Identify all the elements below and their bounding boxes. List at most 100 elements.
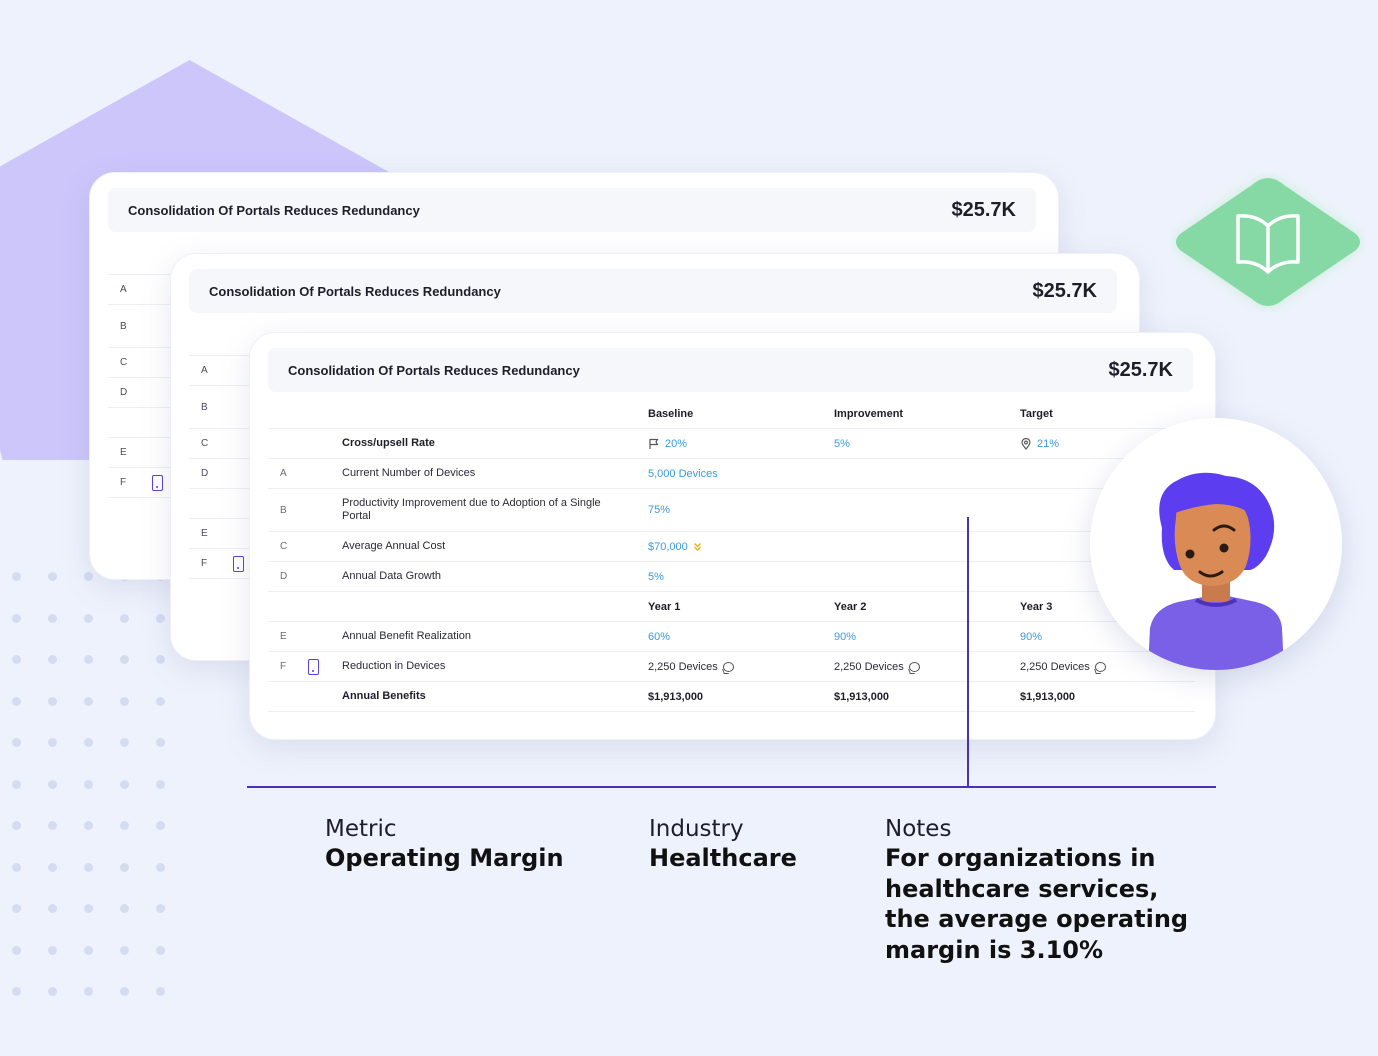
column-header-year-1: Year 1	[648, 600, 681, 613]
column-header-improvement: Improvement	[834, 407, 904, 420]
decor-dot	[12, 987, 21, 996]
table-row-cross-upsell: Cross/upsell Rate 20% 5% 21%	[268, 429, 1195, 459]
decor-dot	[48, 779, 57, 789]
decor-dot	[156, 904, 165, 913]
decor-dot	[12, 572, 21, 581]
connector-line	[967, 517, 969, 787]
decor-dot	[156, 945, 165, 955]
industry-info: Industry Healthcare	[649, 815, 797, 874]
phone-icon	[233, 555, 244, 572]
column-header-year-3: Year 3	[1020, 600, 1053, 613]
metric-value: Operating Margin	[325, 844, 564, 872]
comment-icon[interactable]	[1094, 661, 1106, 672]
card-title: Consolidation Of Portals Reduces Redunda…	[209, 283, 501, 299]
decor-dot	[84, 696, 93, 706]
decor-dot	[48, 821, 57, 830]
decor-dot	[12, 696, 21, 706]
improvement-value[interactable]: 5%	[834, 437, 850, 450]
row-label: Reduction in Devices	[342, 660, 446, 672]
decor-dot	[48, 738, 57, 747]
table-row: F Reduction in Devices 2,250 Devices 2,2…	[268, 652, 1195, 682]
table-header-row: Baseline Improvement Target	[268, 399, 1195, 429]
decor-dot	[156, 613, 165, 623]
decor-dot	[12, 862, 21, 872]
metric-info: Metric Operating Margin	[325, 815, 564, 874]
metric-label: Metric	[325, 816, 397, 842]
decor-dot	[48, 696, 57, 706]
row-label: Annual Benefits	[342, 690, 426, 702]
decor-dot	[84, 779, 93, 789]
decor-dot	[84, 613, 93, 623]
comment-icon[interactable]	[908, 661, 920, 672]
decor-dot	[156, 738, 165, 747]
decor-dot	[48, 613, 57, 623]
card-header: Consolidation Of Portals Reduces Redunda…	[189, 269, 1117, 313]
card-header: Consolidation Of Portals Reduces Redunda…	[268, 348, 1193, 392]
table-row: B Productivity Improvement due to Adopti…	[268, 489, 1195, 532]
baseline-value[interactable]: 5%	[648, 570, 664, 583]
table-row: E Annual Benefit Realization 60% 90% 90%	[268, 622, 1195, 652]
card-amount: $25.7K	[1032, 279, 1098, 302]
decor-dot	[12, 738, 21, 747]
decor-dot	[48, 572, 57, 581]
decor-dot	[12, 821, 21, 830]
decor-dot	[48, 945, 57, 955]
decor-dot	[120, 779, 129, 789]
decor-dot	[84, 945, 93, 955]
table-row: A Current Number of Devices 5,000 Device…	[268, 459, 1195, 489]
decor-dot	[84, 904, 93, 913]
decor-dot	[156, 862, 165, 872]
decor-dot	[48, 904, 57, 913]
baseline-value[interactable]: 20%	[665, 437, 688, 450]
decor-dot	[84, 572, 93, 581]
calculation-table: Baseline Improvement Target Cross/upsell…	[268, 399, 1195, 712]
decor-dot	[84, 862, 93, 872]
year-1-value[interactable]: 60%	[648, 630, 671, 643]
year-3-value[interactable]: 90%	[1020, 630, 1043, 643]
decor-dot	[48, 862, 57, 872]
location-pin-icon	[1021, 437, 1031, 450]
baseline-value[interactable]: $70,000	[648, 540, 688, 553]
decor-dot	[12, 655, 21, 664]
table-row: D Annual Data Growth 5%	[268, 562, 1195, 592]
year-3-total: $1,913,000	[1020, 690, 1076, 703]
decor-dot	[12, 904, 21, 913]
baseline-value[interactable]: 75%	[648, 504, 671, 516]
dot-grid-decor	[12, 572, 182, 1012]
decor-dot	[84, 738, 93, 747]
notes-info: Notes For organizations in healthcare se…	[885, 815, 1205, 965]
industry-label: Industry	[649, 816, 744, 842]
decor-dot	[120, 738, 129, 747]
card-amount: $25.7K	[951, 198, 1017, 221]
decor-dot	[48, 655, 57, 664]
year-2-value: 2,250 Devices	[834, 660, 904, 673]
card-header: Consolidation Of Portals Reduces Redunda…	[108, 188, 1036, 232]
decor-dot	[120, 613, 129, 623]
row-label: Annual Benefit Realization	[342, 630, 472, 642]
chevron-double-down-icon[interactable]	[693, 542, 702, 552]
decor-dot	[156, 655, 165, 664]
column-header-baseline: Baseline	[648, 407, 694, 420]
summary-card-front: Consolidation Of Portals Reduces Redunda…	[249, 332, 1216, 740]
phone-icon	[308, 658, 319, 675]
baseline-value[interactable]: 5,000 Devices	[648, 467, 718, 480]
decor-dot	[120, 945, 129, 955]
decor-dot	[120, 655, 129, 664]
notes-label: Notes	[885, 816, 952, 842]
card-amount: $25.7K	[1108, 358, 1174, 381]
industry-value: Healthcare	[649, 844, 797, 872]
decor-dot	[84, 987, 93, 996]
decor-dot	[120, 696, 129, 706]
year-2-value[interactable]: 90%	[834, 630, 857, 643]
divider-line	[247, 786, 1216, 788]
decor-dot	[84, 655, 93, 664]
table-row: C Average Annual Cost $70,000	[268, 532, 1195, 562]
book-badge	[1170, 172, 1366, 312]
decor-dot	[156, 779, 165, 789]
year-2-total: $1,913,000	[834, 690, 890, 703]
target-value[interactable]: 21%	[1037, 437, 1060, 450]
person-illustration-icon	[1148, 472, 1284, 670]
phone-icon	[152, 474, 163, 491]
comment-icon[interactable]	[722, 661, 734, 672]
decor-dot	[12, 945, 21, 955]
